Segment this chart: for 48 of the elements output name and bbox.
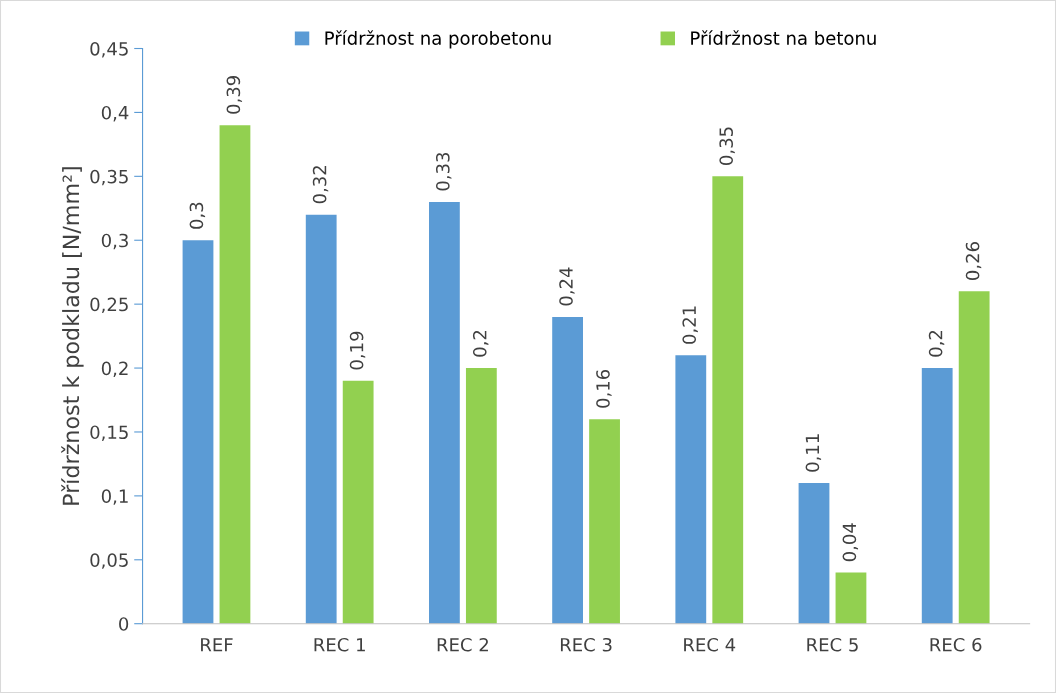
y-tick-label: 0,2 [101, 361, 128, 378]
bar [675, 355, 707, 624]
data-label: 0,04 [842, 523, 859, 562]
legend-label: Přídržnost na porobetonu [325, 30, 551, 49]
data-label: 0,26 [965, 242, 982, 280]
x-tick-label: REC 4 [684, 637, 736, 652]
data-label: 0,2 [472, 330, 489, 357]
bar [305, 214, 337, 624]
x-tick-label: REC 6 [930, 637, 982, 652]
data-label: 0,16 [596, 369, 612, 408]
bar [465, 368, 497, 624]
bar [552, 316, 583, 624]
data-label: 0,2 [928, 330, 945, 357]
y-tick-label: 0,1 [101, 489, 128, 505]
y-tick-label: 0,45 [90, 41, 128, 58]
x-tick-label: REF [201, 638, 233, 652]
data-label: 0,3 [189, 202, 206, 229]
x-tick-label: REC 2 [437, 637, 488, 652]
data-label: 0,21 [682, 306, 698, 344]
bar [182, 240, 214, 624]
bar [712, 176, 744, 624]
x-tick-label: REC 3 [560, 637, 612, 652]
data-label: 0,32 [312, 166, 329, 204]
x-tick-label: REC 5 [807, 637, 858, 652]
y-tick-label: 0,25 [90, 297, 128, 314]
bar [589, 419, 620, 624]
data-label: 0,35 [719, 127, 735, 165]
data-label: 0,11 [805, 434, 822, 472]
bar [342, 380, 374, 624]
data-label: 0,39 [226, 76, 243, 114]
y-axis-title: Přídržnost k podkladu [N/mm²] [61, 167, 84, 505]
y-tick-label: 0,3 [101, 233, 128, 250]
data-label: 0,19 [349, 331, 366, 370]
y-tick-label: 0,15 [90, 425, 128, 441]
y-tick-label: 0,05 [90, 553, 128, 569]
y-tick-label: 0,4 [101, 105, 129, 122]
data-label: 0,33 [435, 152, 452, 191]
bar [921, 368, 953, 624]
legend-label: Přídržnost na betonu [691, 30, 876, 45]
bar [219, 125, 251, 624]
y-tick-label: 0,35 [90, 169, 128, 186]
x-tick-label: REC 1 [314, 637, 365, 652]
bar [798, 483, 830, 624]
bar [429, 201, 460, 624]
y-tick-label: 0 [119, 617, 129, 631]
bar [835, 572, 867, 624]
bar [958, 291, 990, 624]
data-label: 0,24 [559, 267, 575, 306]
